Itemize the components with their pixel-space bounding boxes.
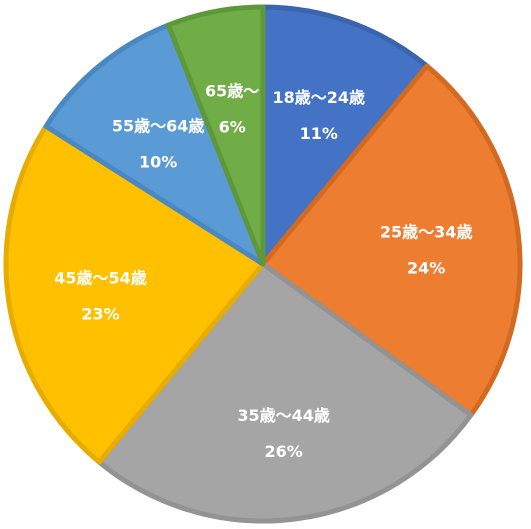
slice-category-label: 65歳〜	[205, 81, 259, 100]
pie-labels: 18歳〜24歳 11% 25歳〜34歳 24% 35歳〜44歳 26% 45歳〜54歳 23%…	[54, 81, 472, 461]
pie-slices	[3, 4, 523, 524]
slice-category-label: 35歳〜44歳	[237, 406, 330, 425]
slice-value-label: 23%	[81, 305, 119, 324]
pie-slice-2	[260, 63, 523, 418]
slice-category-label: 25歳〜34歳	[380, 222, 473, 241]
slice-category-label: 45歳〜54歳	[54, 269, 147, 288]
pie-slice-4	[3, 123, 266, 465]
pie-slice-5	[43, 22, 266, 267]
slice-value-label: 26%	[264, 442, 302, 461]
slice-value-label: 24%	[407, 258, 445, 277]
slice-category-label: 55歳〜64歳	[112, 116, 205, 135]
slice-category-label: 18歳〜24歳	[272, 88, 365, 107]
slice-value-label: 10%	[139, 152, 177, 171]
slice-value-label: 11%	[300, 124, 338, 143]
pie-slice-1	[260, 4, 430, 267]
slice-value-label: 6%	[219, 117, 246, 136]
pie-slice-6	[165, 4, 266, 267]
pie-slice-3	[96, 261, 474, 524]
